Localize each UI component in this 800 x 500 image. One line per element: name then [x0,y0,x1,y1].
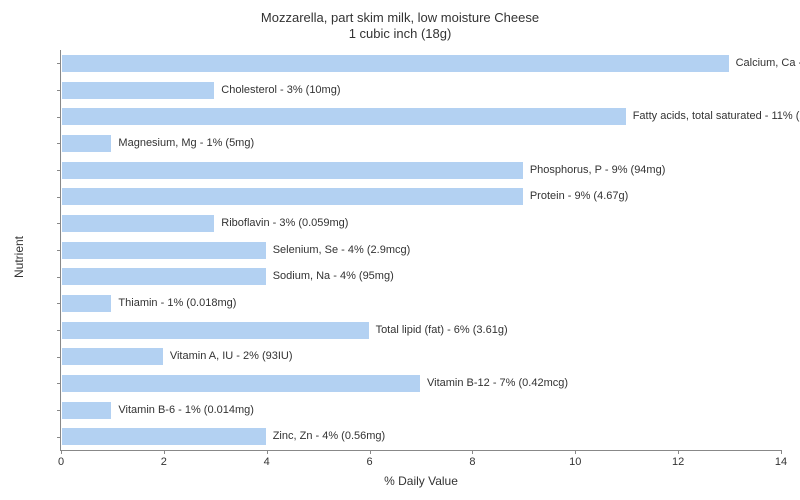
chart-title-line2: 1 cubic inch (18g) [0,26,800,41]
bar [61,347,164,366]
bar [61,214,215,233]
bar-label: Riboflavin - 3% (0.059mg) [221,214,348,233]
y-tick-mark [57,410,61,411]
bar-label: Magnesium, Mg - 1% (5mg) [118,134,254,153]
x-tick-mark [472,450,473,454]
bar-label: Sodium, Na - 4% (95mg) [273,267,394,286]
y-tick-mark [57,90,61,91]
x-axis-label: % Daily Value [384,474,458,488]
x-tick-label: 6 [367,456,373,468]
x-tick-label: 12 [672,456,684,468]
x-tick-label: 10 [569,456,581,468]
y-tick-mark [57,63,61,64]
bar [61,294,112,313]
bar [61,81,215,100]
x-tick-label: 4 [264,456,270,468]
bar [61,161,524,180]
y-tick-mark [57,277,61,278]
bar-label: Vitamin B-6 - 1% (0.014mg) [118,401,254,420]
bar [61,241,267,260]
bar [61,427,267,446]
bar-label: Selenium, Se - 4% (2.9mcg) [273,241,411,260]
y-tick-mark [57,117,61,118]
y-tick-mark [57,197,61,198]
bar [61,267,267,286]
bar-label: Vitamin B-12 - 7% (0.42mcg) [427,374,568,393]
x-tick-label: 8 [469,456,475,468]
bar-label: Fatty acids, total saturated - 11% (2.28… [633,107,800,126]
x-tick-mark [678,450,679,454]
x-tick-mark [370,450,371,454]
bar-label: Phosphorus, P - 9% (94mg) [530,161,666,180]
bar-label: Thiamin - 1% (0.018mg) [118,294,236,313]
bar [61,107,627,126]
x-tick-mark [164,450,165,454]
bar [61,187,524,206]
y-tick-mark [57,437,61,438]
y-tick-mark [57,223,61,224]
bar [61,401,112,420]
y-tick-mark [57,383,61,384]
y-axis-label: Nutrient [12,236,26,278]
y-tick-mark [57,170,61,171]
x-tick-mark [781,450,782,454]
bar-label: Vitamin A, IU - 2% (93IU) [170,347,293,366]
bar-label: Protein - 9% (4.67g) [530,187,628,206]
y-tick-mark [57,357,61,358]
bar-label: Zinc, Zn - 4% (0.56mg) [273,427,385,446]
x-tick-label: 2 [161,456,167,468]
x-tick-mark [267,450,268,454]
y-tick-mark [57,330,61,331]
x-tick-label: 0 [58,456,64,468]
bar [61,54,730,73]
y-tick-mark [57,143,61,144]
bar-label: Cholesterol - 3% (10mg) [221,81,340,100]
bar [61,321,370,340]
bar [61,374,421,393]
bar [61,134,112,153]
plot-area: Nutrient % Daily Value Calcium, Ca - 13%… [60,50,781,451]
x-tick-mark [61,450,62,454]
y-tick-mark [57,250,61,251]
bar-label: Calcium, Ca - 13% (132mg) [736,54,800,73]
chart-title-line1: Mozzarella, part skim milk, low moisture… [0,10,800,25]
x-tick-mark [575,450,576,454]
chart-container: Mozzarella, part skim milk, low moisture… [0,0,800,500]
x-tick-label: 14 [775,456,787,468]
bar-label: Total lipid (fat) - 6% (3.61g) [376,321,508,340]
y-tick-mark [57,303,61,304]
